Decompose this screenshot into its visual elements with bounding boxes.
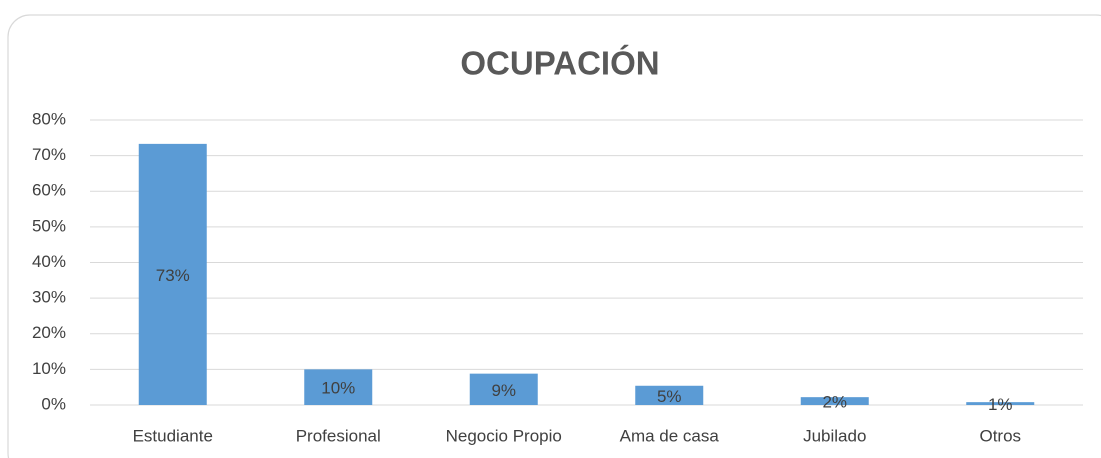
bar xyxy=(138,143,207,405)
y-tick-label: 50% xyxy=(32,216,66,235)
bar xyxy=(800,397,869,405)
data-label: 10% xyxy=(321,379,355,398)
bar xyxy=(469,373,538,405)
chart-title: OCUPACIÓN xyxy=(460,45,659,82)
y-tick-label: 70% xyxy=(32,145,66,164)
data-label: 9% xyxy=(491,381,516,400)
data-label: 1% xyxy=(988,395,1013,414)
y-tick-label: 80% xyxy=(32,109,66,128)
y-tick-label: 40% xyxy=(32,252,66,271)
y-tick-label: 30% xyxy=(32,288,66,307)
y-tick-label: 20% xyxy=(32,323,66,342)
y-tick-label: 60% xyxy=(32,181,66,200)
bar xyxy=(635,385,704,405)
data-label: 5% xyxy=(657,387,682,406)
y-tick-label: 10% xyxy=(32,359,66,378)
x-tick-label: Jubilado xyxy=(803,426,866,445)
x-tick-label: Estudiante xyxy=(133,426,213,445)
y-tick-label: 0% xyxy=(41,394,66,413)
bar xyxy=(304,369,373,405)
x-tick-label: Otros xyxy=(979,426,1021,445)
x-tick-label: Negocio Propio xyxy=(446,426,562,445)
bar xyxy=(966,402,1035,405)
x-tick-label: Profesional xyxy=(296,426,381,445)
data-label: 73% xyxy=(156,266,190,285)
x-tick-label: Ama de casa xyxy=(620,426,720,445)
chart-frame xyxy=(7,14,1101,458)
data-label: 2% xyxy=(822,393,847,412)
